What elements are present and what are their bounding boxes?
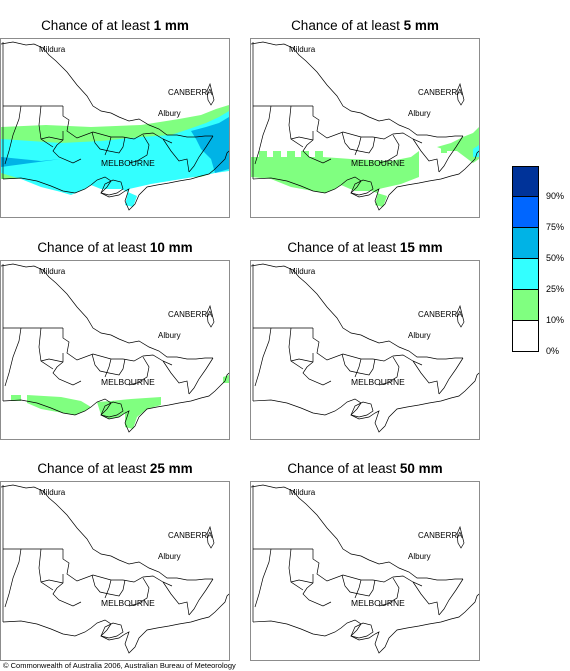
legend-label-75: 75% xyxy=(546,222,565,232)
label-mildura: Mildura xyxy=(289,267,316,276)
label-albury: Albury xyxy=(158,552,181,561)
label-albury: Albury xyxy=(158,109,181,118)
band-10-25 xyxy=(11,395,161,429)
panel-title: Chance of at least 15 mm xyxy=(287,240,443,255)
panel-title: Chance of at least 50 mm xyxy=(287,461,443,476)
label-mildura: Mildura xyxy=(289,45,316,54)
label-melbourne: MELBOURNE xyxy=(351,377,405,387)
label-mildura: Mildura xyxy=(39,267,66,276)
label-mildura: Mildura xyxy=(39,488,66,497)
band-10-25-east xyxy=(437,127,479,163)
rain-chance-map: Mildura CANBERRA Albury MELBOURNE xyxy=(0,260,230,440)
legend-swatch-75-90 xyxy=(512,197,539,228)
legend-swatch-10-25 xyxy=(512,290,539,321)
legend-label-0: 0% xyxy=(546,346,560,356)
panel-title: Chance of at least 5 mm xyxy=(291,18,439,33)
rain-chance-map: Mildura CANBERRA Albury MELBOURNE xyxy=(0,481,230,661)
legend-swatch-25-50 xyxy=(512,259,539,290)
rain-chance-map: Mildura CANBERRA Albury MELBOURNE xyxy=(250,38,480,218)
label-mildura: Mildura xyxy=(289,488,316,497)
probability-legend: 90% 75% 50% 25% 10% 0% xyxy=(512,166,564,356)
band-25-50-east xyxy=(473,145,479,157)
label-melbourne: MELBOURNE xyxy=(101,598,155,608)
label-canberra: CANBERRA xyxy=(168,531,213,540)
label-melbourne: MELBOURNE xyxy=(351,158,405,168)
rain-chance-map: Mildura CANBERRA Albury MELBOURNE xyxy=(250,260,480,440)
legend-label-50: 50% xyxy=(546,253,565,263)
label-canberra: CANBERRA xyxy=(418,531,463,540)
label-albury: Albury xyxy=(408,552,431,561)
label-canberra: CANBERRA xyxy=(168,88,213,97)
legend-swatch-50-75 xyxy=(512,228,539,259)
band-10-25 xyxy=(251,151,419,207)
legend-label-90: 90% xyxy=(546,191,565,201)
panel-title: Chance of at least 10 mm xyxy=(37,240,193,255)
legend-swatch-90-100 xyxy=(512,166,539,197)
copyright-notice: © Commonwealth of Australia 2006, Austra… xyxy=(3,661,236,670)
panel-title: Chance of at least 25 mm xyxy=(37,461,193,476)
label-melbourne: MELBOURNE xyxy=(101,158,155,168)
label-albury: Albury xyxy=(408,331,431,340)
label-melbourne: MELBOURNE xyxy=(101,377,155,387)
label-melbourne: MELBOURNE xyxy=(351,598,405,608)
legend-label-10: 10% xyxy=(546,315,565,325)
label-albury: Albury xyxy=(408,109,431,118)
rain-chance-map: Mildura CANBERRA Albury MELBOURNE xyxy=(0,38,230,218)
label-mildura: Mildura xyxy=(39,45,66,54)
label-canberra: CANBERRA xyxy=(418,88,463,97)
label-canberra: CANBERRA xyxy=(168,310,213,319)
label-canberra: CANBERRA xyxy=(418,310,463,319)
label-albury: Albury xyxy=(158,331,181,340)
legend-label-25: 25% xyxy=(546,284,565,294)
panel-title: Chance of at least 1 mm xyxy=(41,18,189,33)
rain-chance-map: Mildura CANBERRA Albury MELBOURNE xyxy=(250,481,480,661)
legend-swatch-0-10 xyxy=(512,321,539,352)
